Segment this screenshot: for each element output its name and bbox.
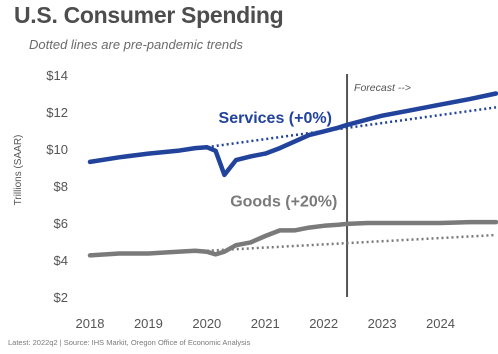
y-axis-label: Trillions (SAAR) (13, 135, 24, 206)
y-tick-label: $14 (46, 68, 68, 83)
series-line (87, 91, 498, 178)
x-tick-label: 2018 (76, 316, 105, 331)
x-tick-label: 2022 (309, 316, 338, 331)
series-line (87, 219, 498, 258)
x-tick-label: 2024 (426, 316, 455, 331)
x-tick-label: 2023 (368, 316, 397, 331)
y-tick-label: $8 (54, 179, 68, 194)
chart-footer: Latest: 2022q2 | Source: IHS Markit, Ore… (8, 338, 251, 347)
x-tick-label: 2021 (251, 316, 280, 331)
y-tick-label: $4 (54, 253, 68, 268)
chart-subtitle: Dotted lines are pre-pandemic trends (29, 37, 243, 52)
y-tick-label: $10 (46, 142, 68, 157)
x-tick-label: 2020 (192, 316, 221, 331)
trend-line (206, 106, 497, 149)
series-label: Goods (+20%) (230, 193, 337, 210)
series-label: Services (+0%) (219, 110, 332, 127)
trend-line (206, 233, 497, 252)
y-tick-label: $2 (54, 290, 68, 305)
chart-title: U.S. Consumer Spending (14, 2, 284, 28)
forecast-label: Forecast --> (354, 82, 411, 94)
y-tick-label: $12 (46, 105, 68, 120)
x-tick-label: 2019 (134, 316, 163, 331)
y-tick-label: $6 (54, 216, 68, 231)
